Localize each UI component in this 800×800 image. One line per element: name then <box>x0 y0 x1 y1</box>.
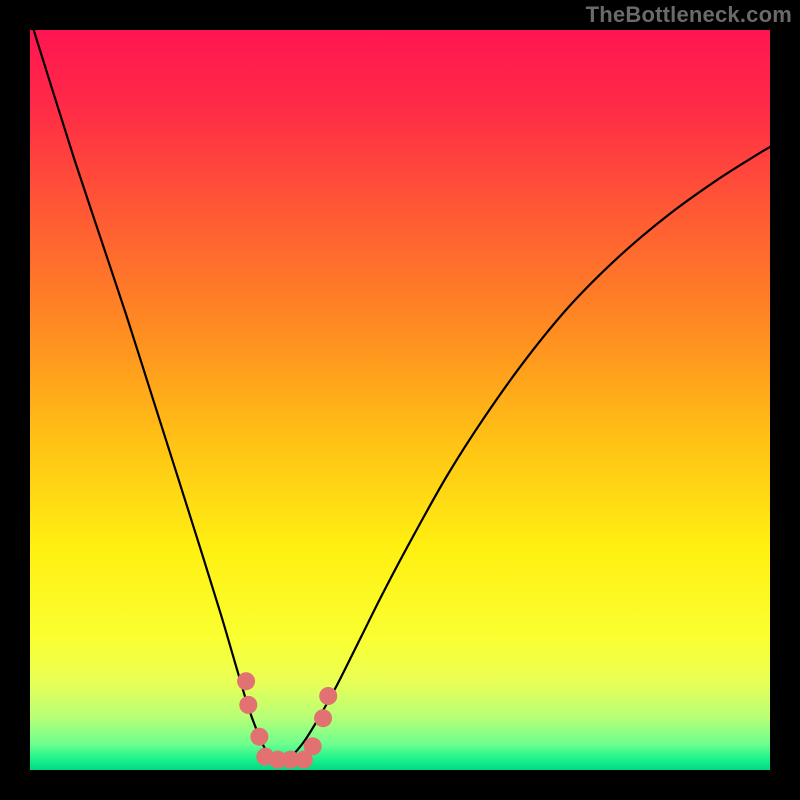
trough-marker <box>239 696 257 714</box>
trough-marker <box>237 672 255 690</box>
chart-root: TheBottleneck.com <box>0 0 800 800</box>
trough-marker <box>319 687 337 705</box>
watermark-text: TheBottleneck.com <box>586 2 792 28</box>
plot-background <box>30 30 770 770</box>
chart-svg <box>0 0 800 800</box>
trough-marker <box>314 709 332 727</box>
trough-marker <box>304 737 322 755</box>
trough-marker <box>250 728 268 746</box>
